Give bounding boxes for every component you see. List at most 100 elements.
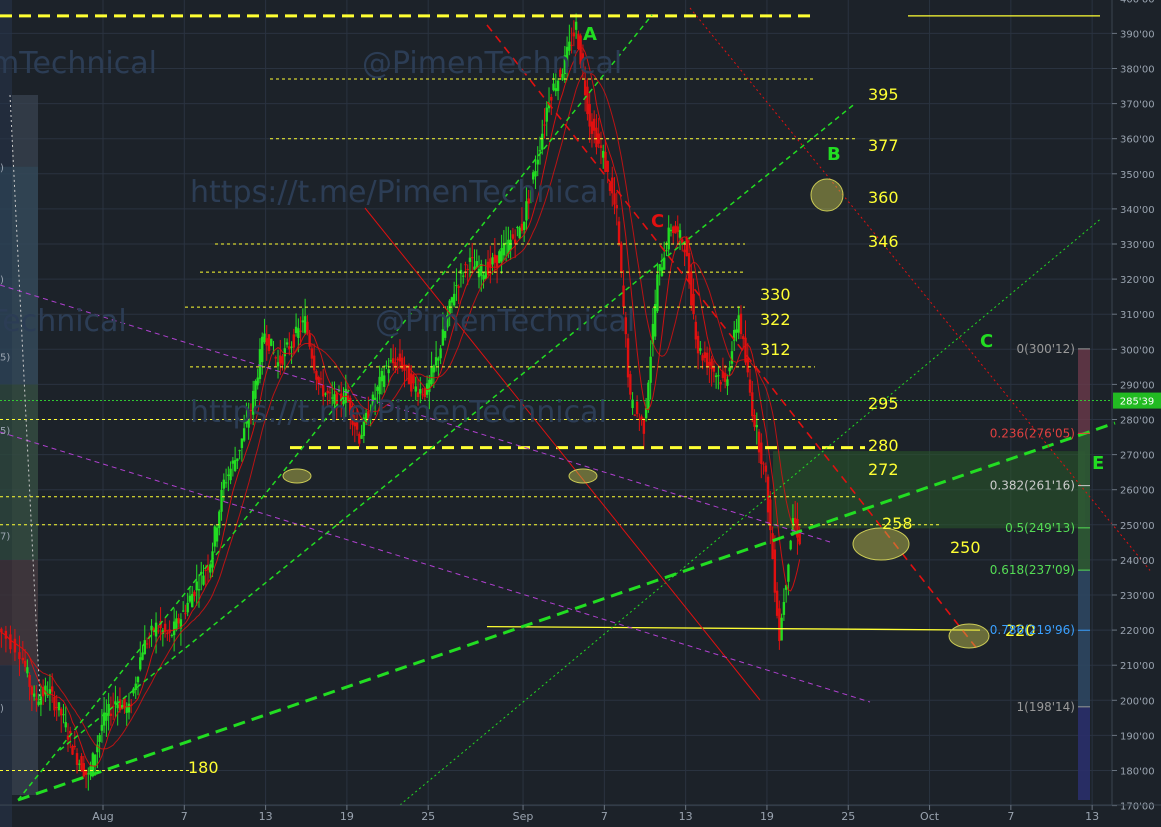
- candle-body: [602, 150, 605, 158]
- candle-body: [592, 118, 596, 131]
- candle-body: [44, 685, 47, 695]
- candle-body: [685, 237, 688, 257]
- candle-body: [432, 365, 436, 373]
- candle-body: [186, 602, 189, 613]
- candle-body: [236, 458, 239, 462]
- price-axis-label: 190'00: [1120, 731, 1155, 742]
- candle-body: [662, 257, 666, 270]
- candle-body: [222, 479, 226, 489]
- candle-body: [701, 355, 704, 361]
- candle-body: [410, 373, 413, 392]
- candle-body: [351, 406, 354, 425]
- candle-body: [391, 358, 395, 364]
- candle-body: [604, 151, 607, 172]
- candle-body: [441, 329, 445, 346]
- highlight-ellipse: [282, 468, 312, 484]
- candle-body: [712, 367, 716, 372]
- left-axis-label: 5): [0, 426, 10, 437]
- candle-body: [705, 352, 709, 368]
- watermark: https://t.me/PimenTechnical: [190, 395, 607, 430]
- candle-body: [398, 353, 402, 362]
- level-label-280: 280: [868, 436, 899, 455]
- candle-body: [563, 55, 567, 75]
- candle-body: [62, 714, 65, 716]
- candle-body: [247, 418, 250, 428]
- level-label-258: 258: [882, 514, 913, 533]
- candle-body: [561, 73, 564, 80]
- watermark: @PimenTechnical: [362, 46, 623, 81]
- candle-body: [590, 121, 594, 134]
- fib-label: 0(300'12): [1017, 342, 1075, 356]
- price-axis-label: 270'00: [1120, 451, 1155, 462]
- candle-body: [193, 591, 196, 597]
- candle-body: [556, 80, 560, 91]
- candle-body: [536, 159, 539, 165]
- candle-body: [464, 264, 467, 266]
- candle-body: [111, 705, 115, 707]
- candle-body: [586, 86, 589, 115]
- candle-body: [468, 257, 472, 262]
- level-label-272: 272: [868, 460, 899, 479]
- left-axis-label: 5): [0, 352, 10, 363]
- current-price-tag: [1113, 392, 1161, 409]
- candle-body: [163, 623, 167, 632]
- candle-body: [486, 261, 490, 275]
- candle-body: [136, 677, 140, 683]
- candle-body: [41, 687, 45, 697]
- moving-average-line: [1, 47, 801, 768]
- candle-body: [53, 697, 56, 711]
- candle-body: [414, 386, 417, 392]
- candle-body: [396, 358, 399, 361]
- candle-body: [387, 369, 390, 374]
- candle-body: [57, 702, 61, 711]
- time-axis-label: 13: [679, 810, 693, 823]
- candle-body: [423, 388, 427, 398]
- candle-body: [726, 379, 729, 386]
- candle-body: [443, 326, 447, 338]
- candle-body: [270, 338, 273, 346]
- magenta-line-upper: [0, 284, 831, 543]
- candle-body: [428, 379, 431, 392]
- price-axis-label: 360'00: [1120, 135, 1155, 146]
- chart-labels: 395 377 360 346 330 322 312 295 280 272 258 250 220 1…: [188, 24, 1104, 777]
- candle-body: [471, 257, 474, 259]
- watermark: nTechnical: [0, 304, 127, 339]
- candle-body: [233, 460, 237, 471]
- candle-body: [683, 249, 686, 253]
- price-axis-label: 340'00: [1120, 205, 1155, 216]
- candle-body: [784, 585, 788, 590]
- trendline-label-e: E: [1092, 453, 1104, 474]
- time-axis-label: Oct: [920, 810, 940, 823]
- candle-body: [105, 713, 108, 721]
- price-axis-label: 400'00: [1120, 0, 1155, 5]
- candle-body: [507, 239, 510, 255]
- candle-body: [624, 317, 628, 335]
- time-axis-label: 13: [1085, 810, 1099, 823]
- price-axis-label: 310'00: [1120, 310, 1155, 321]
- candle-body: [353, 422, 357, 427]
- candle-body: [782, 602, 786, 615]
- time-axis-label: 7: [181, 810, 188, 823]
- candle-body: [93, 754, 97, 766]
- fib-label: 0.236(276'05): [990, 426, 1075, 440]
- candle-body: [674, 225, 677, 234]
- candle-body: [696, 335, 700, 354]
- candle-body: [516, 227, 519, 229]
- candle-body: [678, 230, 682, 238]
- candle-body: [572, 32, 576, 37]
- candle-body: [574, 21, 578, 30]
- candle-body: [595, 127, 598, 148]
- candle-body: [462, 275, 465, 277]
- candle-body: [665, 250, 668, 252]
- candle-body: [310, 348, 314, 359]
- candle-body: [71, 745, 74, 755]
- candle-body: [224, 482, 228, 484]
- candle-body: [446, 314, 449, 328]
- candle-body: [139, 657, 142, 670]
- candle-body: [170, 635, 174, 637]
- price-axis-label: 220'00: [1120, 626, 1155, 637]
- candle-body: [28, 674, 31, 687]
- candle-body: [527, 198, 530, 204]
- candle-body: [220, 489, 223, 512]
